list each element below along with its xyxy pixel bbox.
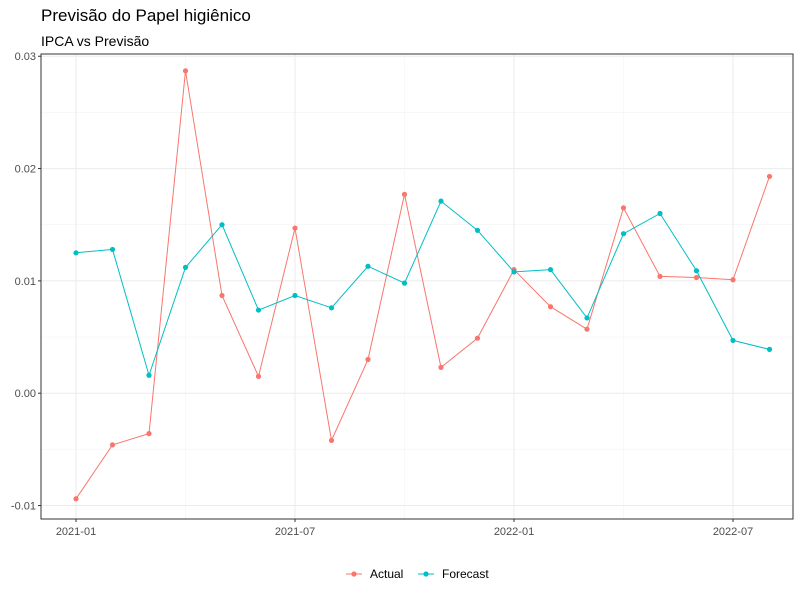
data-point [693, 274, 700, 281]
data-point [438, 198, 444, 204]
legend-item-actual: Actual [346, 567, 403, 581]
y-tick-label: 0.01 [15, 276, 36, 288]
data-point [255, 373, 262, 379]
panel-border [40, 53, 794, 520]
series-line [75, 70, 770, 500]
data-point [255, 307, 262, 313]
data-point [438, 364, 444, 370]
data-point [292, 225, 298, 231]
data-point [401, 191, 408, 197]
y-tick-label: -0.01 [11, 501, 36, 513]
legend: Actual Forecast [346, 567, 489, 581]
data-point [73, 250, 79, 256]
data-point [474, 335, 481, 341]
data-point [620, 205, 627, 211]
legend-item-forecast: Forecast [418, 567, 489, 581]
data-point [547, 304, 554, 310]
data-point [766, 346, 773, 352]
data-point [584, 315, 590, 321]
data-point [693, 268, 700, 274]
chart-subtitle: IPCA vs Previsão [41, 33, 150, 49]
data-point [547, 267, 554, 273]
legend-label: Actual [370, 567, 403, 581]
legend-key-point [351, 571, 357, 577]
axes: -0.01 0.00 0.01 0.02 0.03 2021-01 2021-07 2022-… [11, 51, 753, 538]
data-point [328, 305, 335, 311]
data-point [219, 222, 225, 228]
data-point [109, 246, 116, 253]
data-point [766, 173, 773, 180]
x-tick-label: 2022-07 [713, 526, 753, 538]
data-point [219, 292, 225, 299]
series-line [75, 200, 770, 377]
data-point [109, 442, 116, 448]
grid [41, 54, 793, 519]
data-point [730, 337, 736, 344]
data-point [657, 273, 663, 279]
data-point [73, 496, 79, 502]
x-tick-label: 2021-07 [275, 526, 315, 538]
data-point [401, 280, 408, 286]
data-point [292, 292, 298, 299]
data-point [730, 277, 736, 283]
data-point [365, 263, 371, 269]
series-forecast [73, 198, 773, 378]
data-point [657, 210, 663, 217]
y-tick-label: 0.00 [15, 388, 36, 400]
data-point [146, 372, 152, 378]
y-tick-label: 0.02 [15, 164, 36, 176]
data-point [511, 269, 517, 275]
data-point [365, 356, 371, 363]
data-point [620, 231, 627, 237]
data-point [182, 264, 189, 271]
legend-label: Forecast [442, 567, 489, 581]
data-point [474, 227, 481, 233]
series-actual [73, 68, 773, 502]
x-tick-label: 2021-01 [56, 526, 96, 538]
y-tick-label: 0.03 [15, 51, 36, 63]
x-tick-label: 2022-01 [494, 526, 534, 538]
data-point [182, 68, 189, 74]
legend-key-point [423, 571, 429, 577]
series-layer [73, 68, 773, 502]
chart-title: Previsão do Papel higiênico [41, 6, 251, 25]
data-point [146, 431, 152, 437]
data-point [584, 326, 590, 332]
data-point [328, 437, 335, 443]
